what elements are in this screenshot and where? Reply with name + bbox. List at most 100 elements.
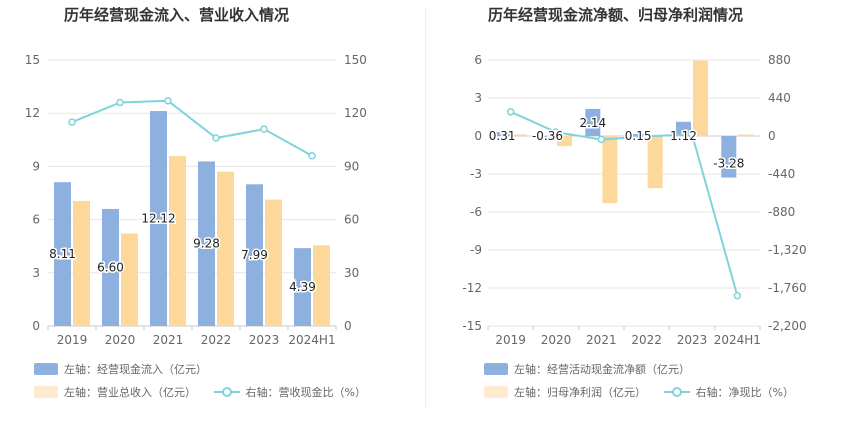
bar-secondary (313, 245, 330, 326)
legend-swatch-orange (34, 386, 58, 398)
bar-value-label: 0.31 (489, 129, 516, 143)
legend-label: 右轴：营收现金比（%） (245, 386, 366, 399)
legend-label: 左轴：营业总收入（亿元） (64, 386, 196, 399)
ratio-point (116, 98, 124, 107)
bar-value-label: 7.99 (241, 248, 268, 262)
legend-item-net-cashflow[interactable]: 左轴：经营活动现金流净额（亿元） (484, 361, 690, 377)
bar-secondary (169, 156, 186, 326)
bar-value-label: 0.15 (625, 129, 652, 143)
y-right-tick-label: -1,320 (768, 243, 807, 257)
ratio-point (552, 128, 560, 136)
legend-label: 左轴：经营现金流入（亿元） (64, 363, 207, 376)
right-legend-row-2: 左轴：归母净利润（亿元） 右轴：净现比（%） (484, 384, 808, 401)
right-panel-title: 历年经营现金流净额、归母净利润情况 (488, 6, 744, 24)
legend-swatch-orange (484, 386, 508, 398)
bar-secondary (265, 199, 282, 326)
bar-value-label: 8.11 (49, 247, 76, 261)
bar-secondary (73, 200, 90, 326)
ratio-line (71, 99, 313, 157)
bar-secondary (602, 136, 618, 204)
legend-label: 右轴：净现比（%） (695, 386, 794, 399)
ratio-point (260, 125, 268, 133)
panel-divider (425, 8, 426, 408)
legend-item-revenue[interactable]: 左轴：营业总收入（亿元） (34, 384, 196, 400)
ratio-point (597, 135, 606, 144)
x-tick-label: 2023 (249, 333, 280, 347)
y-left-tick-label: 15 (25, 53, 40, 67)
ratio-point (68, 118, 76, 126)
bar-value-label: 4.39 (289, 280, 316, 294)
bar-primary (630, 134, 646, 136)
x-tick-label: 2019 (495, 333, 526, 347)
bar-primary (246, 184, 263, 326)
bar-primary (150, 111, 167, 327)
y-right-tick-label: -440 (768, 167, 795, 181)
x-tick-label: 2020 (105, 333, 136, 347)
legend-item-cash-ratio[interactable]: 右轴：营收现金比（%） (213, 384, 366, 400)
bar-primary (676, 121, 691, 136)
y-right-tick-label: -880 (768, 205, 795, 219)
legend-item-net-profit[interactable]: 左轴：归母净利润（亿元） (484, 384, 646, 400)
legend-label: 左轴：归母净利润（亿元） (514, 386, 646, 399)
y-right-tick-label: 60 (344, 213, 359, 227)
x-tick-label: 2019 (57, 333, 88, 347)
y-left-tick-label: 6 (474, 53, 482, 67)
y-right-tick-label: 30 (344, 266, 359, 280)
bar-value-label: -3.28 (713, 157, 744, 171)
bar-value-label: 9.28 (193, 237, 220, 251)
x-tick-label: 2024H1 (288, 333, 335, 347)
y-left-tick-label: 3 (32, 266, 40, 280)
y-left-tick-label: -3 (470, 167, 482, 181)
y-left-tick-label: -6 (470, 205, 482, 219)
ratio-point (212, 134, 220, 142)
right-legend-row-1: 左轴：经营活动现金流净额（亿元） (484, 361, 704, 378)
ratio-point (506, 108, 515, 116)
y-left-tick-label: 6 (32, 213, 40, 227)
bar-secondary (738, 134, 754, 136)
bar-secondary (217, 171, 234, 326)
legend-swatch-blue (34, 363, 58, 375)
y-right-tick-label: 90 (344, 159, 359, 173)
bar-primary (494, 132, 510, 136)
left-legend-row-2: 左轴：营业总收入（亿元） 右轴：营收现金比（%） (34, 384, 380, 401)
left-legend-row-1: 左轴：经营现金流入（亿元） (34, 361, 221, 378)
bar-primary (54, 182, 71, 326)
legend-swatch-blue (484, 363, 508, 375)
x-tick-label: 2021 (153, 333, 184, 347)
y-left-tick-label: -15 (462, 319, 482, 333)
ratio-point (642, 132, 651, 141)
bar-primary (721, 136, 737, 178)
bar-value-label: 6.60 (97, 260, 124, 274)
y-left-tick-label: 3 (474, 91, 482, 105)
y-left-tick-label: -9 (470, 243, 482, 257)
bar-value-label: 2.14 (579, 116, 606, 130)
y-right-tick-label: -1,760 (768, 281, 807, 295)
legend-item-cash-inflow[interactable]: 左轴：经营现金流入（亿元） (34, 361, 207, 377)
y-left-tick-label: 12 (25, 106, 40, 120)
x-tick-label: 2021 (586, 333, 617, 347)
ratio-point (688, 130, 696, 139)
y-right-tick-label: 0 (768, 129, 776, 143)
legend-item-net-cash-ratio[interactable]: 右轴：净现比（%） (663, 384, 794, 400)
legend-swatch-line (663, 386, 690, 398)
y-right-tick-label: 880 (768, 53, 791, 67)
x-tick-label: 2024H1 (714, 333, 761, 347)
bar-secondary (693, 60, 708, 137)
y-right-tick-label: 150 (344, 53, 367, 67)
y-right-tick-label: 440 (768, 91, 791, 105)
bar-value-label: -0.36 (532, 129, 563, 143)
bar-value-label: 1.12 (670, 129, 697, 143)
bar-primary (585, 108, 601, 136)
y-left-tick-label: 9 (32, 159, 40, 173)
bar-secondary (121, 233, 138, 326)
y-left-tick-label: 0 (32, 319, 40, 333)
bar-primary (294, 248, 311, 326)
bar-value-label: 12.12 (141, 212, 175, 226)
y-left-tick-label: 0 (474, 129, 482, 143)
ratio-line (510, 110, 739, 297)
x-tick-label: 2020 (541, 333, 572, 347)
x-tick-label: 2023 (677, 333, 708, 347)
y-right-tick-label: 120 (344, 106, 367, 120)
bar-primary (102, 208, 119, 326)
